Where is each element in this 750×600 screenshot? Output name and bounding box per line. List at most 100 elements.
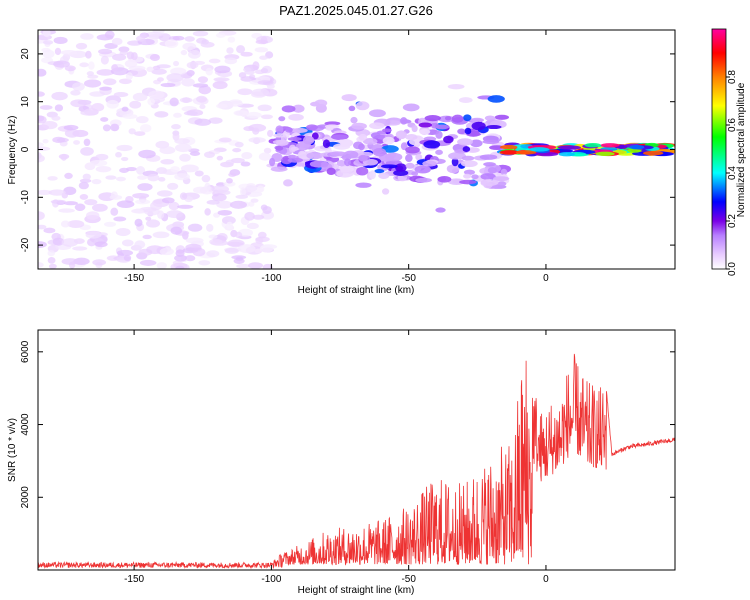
heatmap-cell — [483, 162, 496, 167]
heatmap-cell — [267, 129, 274, 138]
heatmap-cell — [159, 247, 174, 256]
heatmap-cell — [146, 66, 154, 73]
heatmap-cell — [205, 67, 213, 76]
heatmap-cell — [47, 176, 58, 181]
heatmap-cell — [60, 220, 70, 228]
heatmap-cell — [105, 175, 117, 180]
heatmap-cell — [382, 128, 392, 133]
heatmap-cell — [173, 112, 182, 118]
heatmap-cell — [166, 210, 183, 219]
heatmap-cell — [216, 155, 224, 161]
heatmap-cell — [395, 163, 407, 172]
x-tick-label: -50 — [401, 574, 416, 585]
heatmap-cell — [257, 231, 267, 239]
heatmap-cell — [287, 136, 302, 142]
heatmap-cell — [125, 72, 133, 80]
heatmap-cell — [227, 239, 245, 248]
heatmap-cell — [418, 122, 432, 128]
heatmap-cell — [226, 178, 233, 184]
heatmap-cell — [152, 231, 170, 239]
heatmap-cell — [100, 55, 109, 65]
heatmap-cell — [252, 127, 260, 135]
heatmap-cell — [348, 105, 356, 112]
heatmap-cell — [369, 109, 386, 118]
heatmap-cell — [180, 49, 188, 56]
heatmap-cell — [260, 114, 273, 120]
heatmap-cell — [171, 124, 181, 130]
heatmap-cell — [54, 47, 62, 56]
spectrogram-ylabel: Frequency (Hz) — [7, 116, 18, 185]
heatmap-cell — [244, 69, 255, 75]
heatmap-cell — [116, 249, 134, 256]
heatmap-cell — [291, 127, 308, 133]
heatmap-cell — [166, 73, 184, 83]
heatmap-cell — [515, 150, 537, 155]
heatmap-cell — [83, 79, 102, 88]
heatmap-cell — [395, 130, 407, 140]
heatmap-cell — [172, 35, 185, 41]
snr-ylabel: SNR (10 * v/v) — [7, 418, 18, 482]
heatmap-cell — [558, 151, 575, 157]
heatmap-cell — [405, 134, 418, 141]
heatmap-cell — [252, 214, 265, 220]
heatmap-cell — [91, 103, 105, 112]
heatmap-cell — [405, 162, 415, 169]
heatmap-cell — [156, 190, 173, 197]
heatmap-cell — [600, 143, 620, 148]
heatmap-cell — [194, 170, 204, 177]
heatmap-cell — [208, 58, 221, 64]
heatmap-cell — [228, 172, 237, 177]
heatmap-cell — [70, 90, 81, 96]
heatmap-cell — [290, 146, 299, 151]
heatmap-cell — [228, 100, 244, 107]
heatmap-cell — [302, 135, 315, 145]
heatmap-cell — [351, 122, 367, 130]
heatmap-cell — [437, 176, 452, 183]
heatmap-cell — [193, 186, 208, 194]
heatmap-cell — [51, 91, 68, 101]
heatmap-cell — [444, 116, 452, 121]
heatmap-cell — [42, 138, 49, 144]
heatmap-cell — [362, 137, 378, 145]
heatmap-cell — [110, 207, 119, 216]
heatmap-cell — [479, 154, 498, 160]
heatmap-cell — [358, 133, 368, 141]
heatmap-cell — [115, 176, 126, 182]
heatmap-cell — [236, 45, 246, 54]
heatmap-cell — [500, 168, 508, 176]
heatmap-cell — [221, 216, 236, 225]
heatmap-cell — [38, 241, 47, 249]
heatmap-cell — [174, 143, 192, 153]
heatmap-cell — [484, 115, 496, 121]
heatmap-cell — [306, 124, 318, 131]
heatmap-cell — [137, 183, 153, 191]
heatmap-cell — [257, 80, 274, 86]
heatmap-cell — [499, 150, 520, 155]
heatmap-cell — [451, 157, 459, 167]
x-tick-label: -150 — [124, 273, 144, 284]
heatmap-cell — [245, 111, 262, 119]
heatmap-cell — [443, 135, 454, 144]
heatmap-cell — [74, 203, 86, 211]
heatmap-cell — [240, 161, 251, 167]
heatmap-cell — [177, 204, 194, 209]
heatmap-cell — [121, 156, 129, 162]
heatmap-cell — [362, 158, 379, 166]
heatmap-cell — [266, 84, 275, 89]
heatmap-cell — [216, 103, 228, 109]
heatmap-cell — [240, 187, 247, 196]
heatmap-cell — [115, 227, 131, 237]
heatmap-cell — [209, 238, 223, 246]
heatmap-cell — [470, 139, 483, 148]
heatmap-cell — [459, 179, 477, 185]
heatmap-cell — [226, 221, 233, 230]
heatmap-cell — [263, 147, 272, 154]
heatmap-cell — [237, 244, 256, 254]
heatmap-cell — [121, 239, 134, 247]
heatmap-cell — [238, 72, 247, 79]
heatmap-cell — [192, 83, 209, 88]
heatmap-cell — [54, 104, 64, 112]
heatmap-cell — [226, 47, 234, 54]
heatmap-cell — [188, 49, 201, 59]
